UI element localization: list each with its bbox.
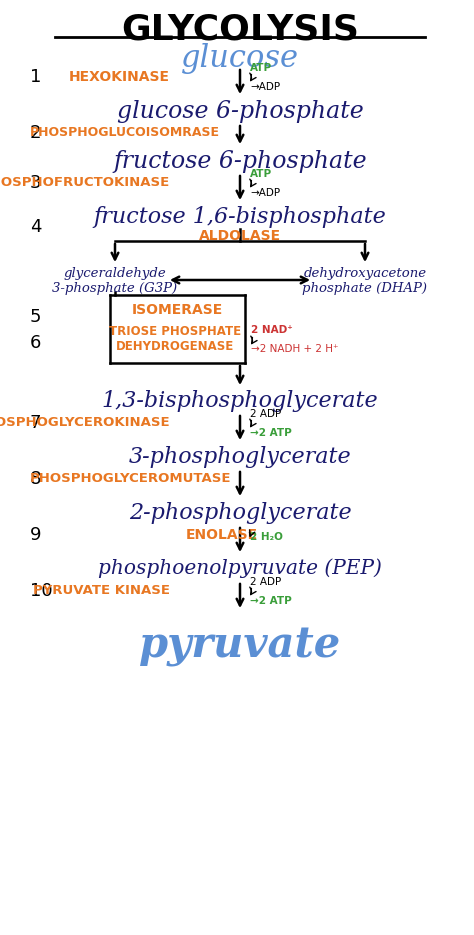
Text: 2 H₂O: 2 H₂O: [250, 532, 283, 542]
Text: 10: 10: [30, 582, 53, 600]
Text: 1,3-bisphosphoglycerate: 1,3-bisphosphoglycerate: [102, 390, 378, 412]
Text: glucose 6-phosphate: glucose 6-phosphate: [117, 100, 364, 123]
Text: →2 ATP: →2 ATP: [250, 428, 292, 438]
Text: 3-phosphoglycerate: 3-phosphoglycerate: [128, 446, 351, 468]
Text: PHOSPHOGLYCEROMUTASE: PHOSPHOGLYCEROMUTASE: [30, 472, 231, 485]
Text: 6: 6: [30, 334, 41, 352]
Text: 2: 2: [30, 124, 42, 142]
Text: 2 ADP: 2 ADP: [250, 577, 281, 587]
Text: TRIOSE PHOSPHATE
DEHYDROGENASE: TRIOSE PHOSPHATE DEHYDROGENASE: [109, 325, 242, 353]
Text: PHOSPHOGLUCOISOMRASE: PHOSPHOGLUCOISOMRASE: [30, 126, 220, 139]
Text: 2 NAD⁺: 2 NAD⁺: [251, 325, 293, 335]
Text: glucose: glucose: [181, 43, 299, 74]
Text: 4: 4: [30, 218, 42, 236]
Text: →2 NADH + 2 H⁺: →2 NADH + 2 H⁺: [251, 344, 338, 354]
Text: glyceraldehyde
3-phosphate (G3P): glyceraldehyde 3-phosphate (G3P): [53, 267, 178, 295]
Text: GLYCOLYSIS: GLYCOLYSIS: [121, 13, 359, 47]
Text: 9: 9: [30, 526, 42, 544]
Text: ENOLASE: ENOLASE: [186, 528, 258, 542]
Text: →2 ATP: →2 ATP: [250, 596, 292, 606]
Text: phosphoenolpyruvate (PEP): phosphoenolpyruvate (PEP): [98, 558, 382, 578]
Text: 5: 5: [30, 308, 42, 326]
Text: PHOSPHOGLYCEROKINASE: PHOSPHOGLYCEROKINASE: [0, 416, 170, 429]
Text: ALDOLASE: ALDOLASE: [199, 229, 281, 243]
Text: HEXOKINASE: HEXOKINASE: [69, 70, 170, 84]
Text: PYRUVATE KINASE: PYRUVATE KINASE: [33, 584, 170, 597]
Text: 3: 3: [30, 174, 42, 192]
Text: fructose 1,6-bisphosphate: fructose 1,6-bisphosphate: [94, 206, 386, 228]
Text: →ADP: →ADP: [250, 82, 280, 92]
Text: 2-phosphoglycerate: 2-phosphoglycerate: [128, 502, 351, 524]
Text: 7: 7: [30, 414, 42, 432]
Text: dehydroxyacetone
phosphate (DHAP): dehydroxyacetone phosphate (DHAP): [302, 267, 428, 295]
Text: ATP: ATP: [250, 169, 272, 179]
Text: ATP: ATP: [250, 63, 272, 73]
Text: →ADP: →ADP: [250, 188, 280, 198]
Text: pyruvate: pyruvate: [139, 625, 341, 667]
Text: 1: 1: [30, 68, 41, 86]
Text: 2 ADP: 2 ADP: [250, 409, 281, 419]
Text: PHOSPHOFRUCTOKINASE: PHOSPHOFRUCTOKINASE: [0, 177, 170, 190]
Text: 8: 8: [30, 470, 41, 488]
Text: ISOMERASE: ISOMERASE: [132, 303, 223, 317]
Text: fructose 6-phosphate: fructose 6-phosphate: [113, 150, 367, 173]
